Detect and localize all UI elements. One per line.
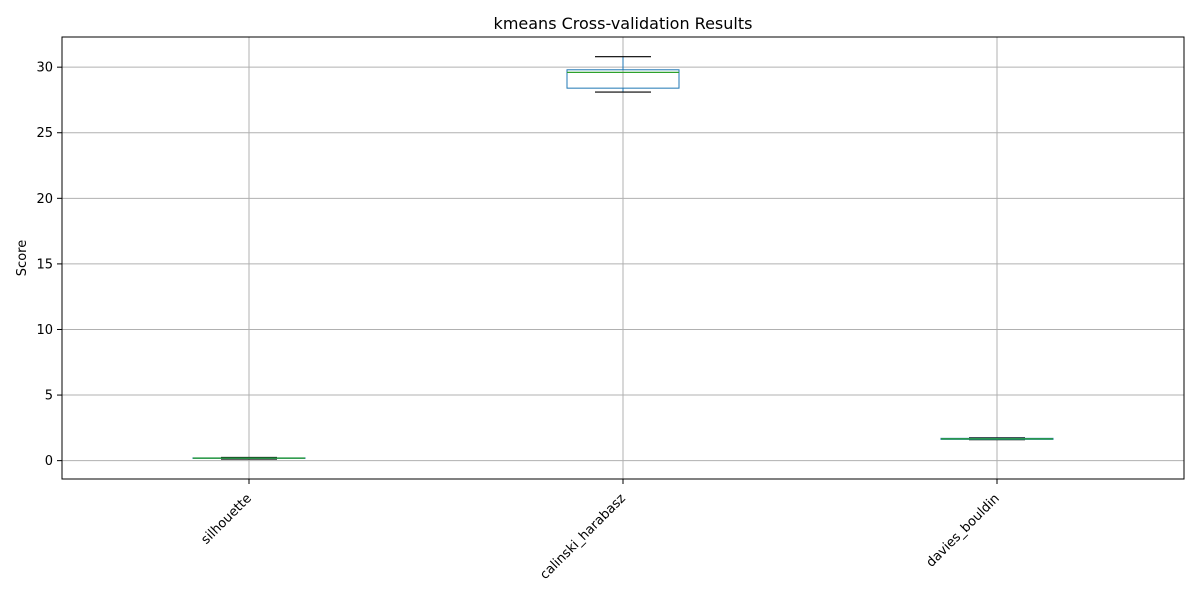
chart-title: kmeans Cross-validation Results [494,14,753,33]
y-axis-ticks: 0 5 10 15 20 25 30 [36,61,62,469]
box-calinski-harabasz [566,56,680,93]
y-tick-label: 0 [45,454,53,469]
y-axis-label: Score [15,240,30,276]
y-tick-label: 5 [45,389,53,404]
box-silhouette [192,456,306,460]
box-iqr [566,69,680,89]
x-tick-label-calinski-harabasz: calinski_harabasz [537,491,629,583]
x-axis-ticks: silhouette calinski_harabasz davies_bouldi… [199,479,1003,583]
y-tick-label: 25 [36,126,53,141]
y-tick-label: 30 [36,61,53,76]
y-tick-label: 10 [36,323,53,338]
grid-lines [62,37,1184,479]
x-tick-label-silhouette: silhouette [199,491,255,547]
y-tick-label: 15 [36,257,53,272]
x-tick-label-davies-bouldin: davies_bouldin [924,491,1003,570]
box-series [192,56,1054,460]
box-davies-bouldin [940,437,1054,441]
y-tick-label: 20 [36,192,53,207]
